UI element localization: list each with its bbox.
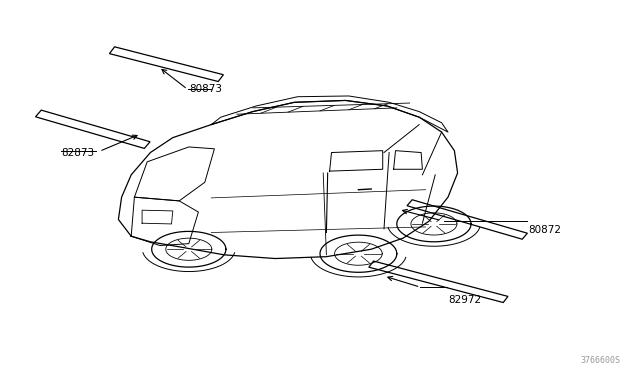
Text: 82873: 82873 — [61, 148, 94, 157]
Text: 3766600S: 3766600S — [581, 356, 621, 365]
Text: 80872: 80872 — [528, 225, 561, 235]
Text: 80873: 80873 — [189, 84, 222, 94]
Text: 82972: 82972 — [448, 295, 481, 305]
